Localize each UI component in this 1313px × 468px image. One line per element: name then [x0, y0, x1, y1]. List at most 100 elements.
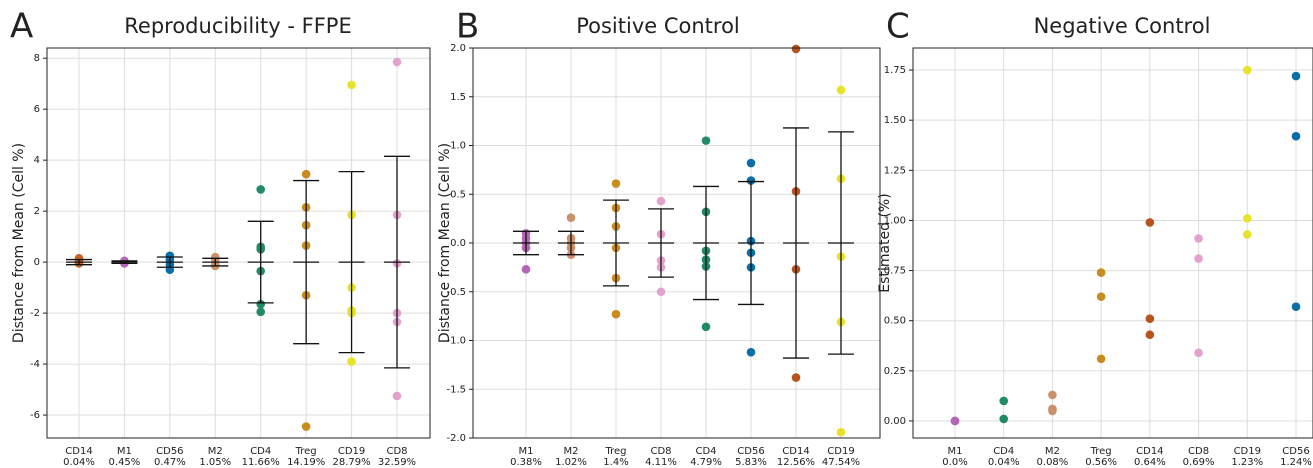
- y-tick-label: 0.25: [884, 366, 906, 377]
- y-tick-label: 1.5: [450, 92, 466, 103]
- x-tick-label: Treg: [1090, 446, 1112, 457]
- x-tick-sublabel: 47.54%: [822, 457, 860, 468]
- data-point: [1194, 348, 1203, 358]
- x-tick-sublabel: 1.4%: [603, 457, 628, 468]
- x-tick-sublabel: 1.02%: [555, 457, 587, 468]
- data-point: [1242, 230, 1252, 239]
- data-point: [1145, 218, 1155, 227]
- data-point: [1194, 254, 1203, 263]
- data-point: [392, 391, 402, 401]
- y-tick-label: 2.0: [450, 43, 466, 54]
- data-point: [1291, 71, 1301, 81]
- data-point: [746, 176, 756, 185]
- data-point: [301, 422, 311, 431]
- data-point: [1096, 268, 1106, 277]
- x-tick-sublabel: 0.08%: [1037, 457, 1069, 468]
- data-point: [746, 347, 756, 357]
- x-tick-sublabel: 0.04%: [988, 457, 1020, 468]
- x-tick-label: CD4: [993, 446, 1014, 457]
- x-tick-label: CD56: [156, 446, 183, 457]
- x-tick-sublabel: 0.69%: [1183, 457, 1215, 468]
- x-tick-label: CD56: [1282, 446, 1309, 457]
- error-bar: [603, 199, 629, 287]
- error-bar: [293, 179, 320, 345]
- panel-letter: A: [10, 7, 33, 47]
- x-tick-sublabel: 0.47%: [154, 457, 186, 468]
- data-point: [701, 136, 711, 145]
- x-tick-label: Treg: [604, 446, 626, 457]
- y-tick-label: 1.00: [884, 215, 906, 226]
- data-point: [791, 44, 801, 54]
- y-tick-label: 0.0: [450, 238, 466, 249]
- x-tick-sublabel: 1.23%: [1231, 457, 1263, 468]
- y-tick-label: 0.50: [884, 316, 906, 327]
- error-bar: [111, 260, 138, 265]
- error-bar: [384, 155, 410, 369]
- panel-letter: B: [456, 7, 479, 47]
- y-tick-label: 0.5: [450, 189, 466, 200]
- data-point: [392, 57, 402, 67]
- data-point: [950, 416, 960, 426]
- x-tick-label: CD8: [386, 446, 407, 457]
- data-point: [611, 309, 621, 319]
- y-axis-label: Distance from Mean (Cell %): [437, 143, 453, 343]
- x-tick-sublabel: 1.24%: [1280, 457, 1312, 468]
- panel-letter: C: [886, 7, 910, 47]
- y-tick-label: 1.25: [884, 165, 906, 176]
- x-tick-sublabel: 4.11%: [645, 457, 677, 468]
- y-tick-label: 0.00: [884, 416, 906, 427]
- x-tick-label: CD19: [1234, 446, 1261, 457]
- error-bar: [513, 230, 539, 256]
- data-point: [1048, 390, 1057, 400]
- y-tick-label: -0.5: [446, 287, 466, 298]
- x-tick-label: M2: [208, 446, 223, 457]
- x-tick-label: CD14: [1136, 446, 1163, 457]
- y-axis-label: Distance from Mean (Cell %): [11, 143, 27, 343]
- chart-title: Positive Control: [576, 14, 740, 38]
- x-tick-sublabel: 1.05%: [199, 457, 231, 468]
- data-point: [256, 307, 266, 317]
- error-bar: [558, 230, 584, 256]
- x-tick-sublabel: 28.79%: [333, 457, 371, 468]
- data-point: [1194, 234, 1203, 243]
- data-point: [1048, 406, 1057, 416]
- y-tick-label: -2: [30, 308, 40, 319]
- x-tick-sublabel: 32.59%: [378, 457, 416, 468]
- error-bar: [783, 127, 809, 359]
- data-point: [1145, 314, 1155, 323]
- y-tick-label: -4: [30, 359, 40, 370]
- x-tick-label: CD19: [827, 446, 854, 457]
- data-point: [1145, 330, 1155, 340]
- data-point: [836, 85, 846, 95]
- data-point: [521, 265, 531, 274]
- x-tick-sublabel: 14.19%: [287, 457, 325, 468]
- x-tick-sublabel: 12.56%: [777, 457, 815, 468]
- x-tick-label: M1: [519, 446, 534, 457]
- data-point: [566, 213, 576, 222]
- data-point: [1291, 302, 1301, 311]
- x-tick-label: CD4: [250, 446, 271, 457]
- x-tick-label: M2: [1045, 446, 1060, 457]
- data-point: [347, 357, 356, 366]
- x-tick-label: CD19: [338, 446, 365, 457]
- error-bar: [66, 258, 92, 266]
- y-tick-label: 1.75: [884, 65, 906, 76]
- error-bar: [338, 170, 365, 354]
- y-tick-label: -1.5: [446, 384, 466, 395]
- data-point: [1242, 214, 1252, 223]
- x-tick-label: CD4: [695, 446, 716, 457]
- y-tick-label: 6: [34, 104, 40, 115]
- data-point: [347, 80, 356, 90]
- x-tick-label: Treg: [295, 446, 317, 457]
- error-bar: [202, 257, 229, 267]
- error-bar: [828, 131, 854, 355]
- x-tick-sublabel: 0.0%: [942, 457, 967, 468]
- data-point: [256, 299, 266, 309]
- x-tick-sublabel: 0.56%: [1085, 457, 1117, 468]
- data-point: [1291, 131, 1301, 141]
- y-axis-label: Estimated (%): [877, 193, 893, 292]
- y-tick-label: 4: [34, 155, 40, 166]
- data-point: [656, 287, 666, 297]
- y-tick-label: 2: [34, 206, 40, 217]
